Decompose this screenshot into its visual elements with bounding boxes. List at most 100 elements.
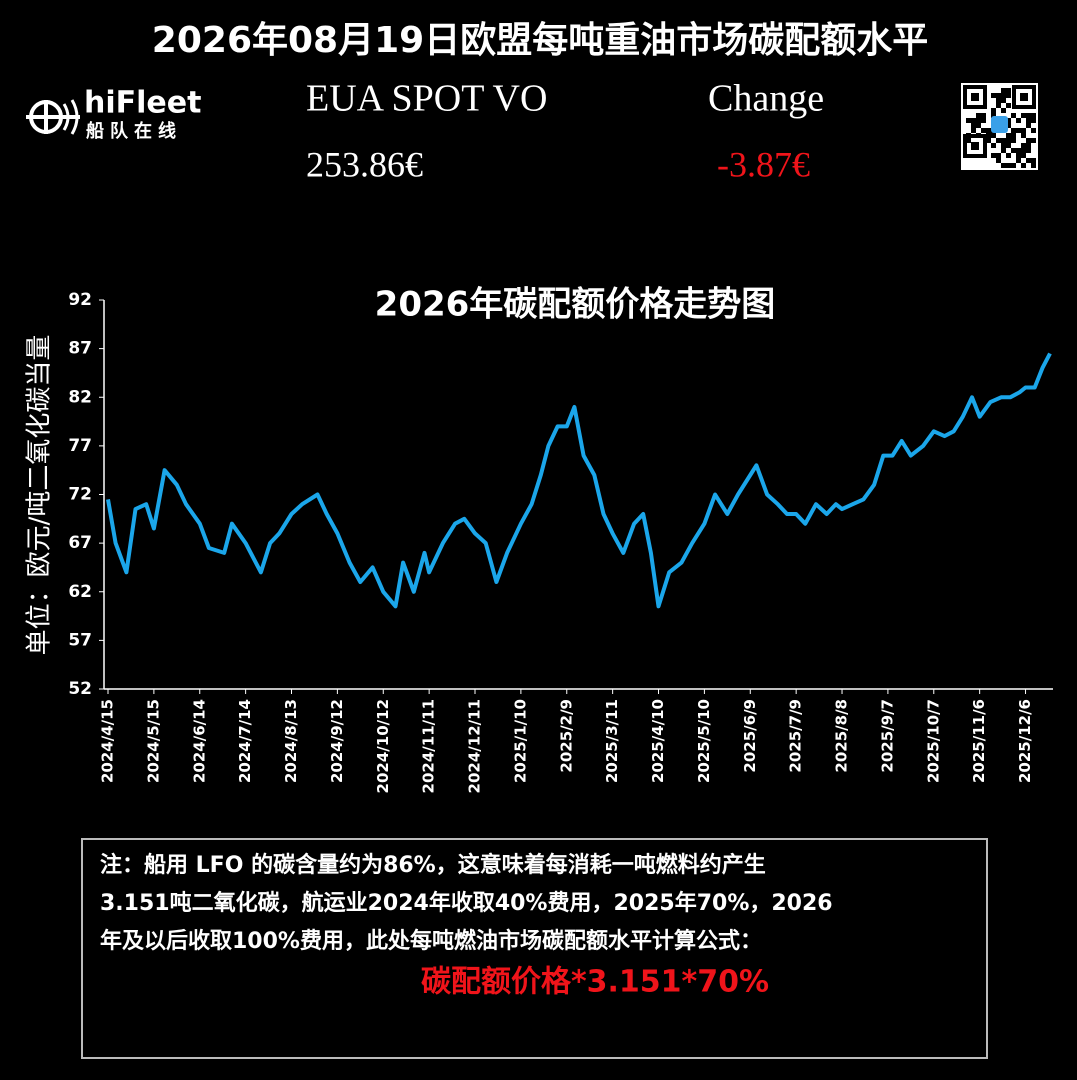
qr-cell: [996, 103, 1001, 108]
qr-cell: [1031, 158, 1036, 163]
qr-cell: [1021, 148, 1026, 153]
qr-cell: [1001, 98, 1006, 103]
qr-cell: [1006, 133, 1011, 138]
note-line: 注：船用 LFO 的碳含量约为86%，这意味着每消耗一吨燃料约产生: [100, 852, 766, 878]
y-tick-label: 92: [68, 290, 92, 310]
x-tick-label: 2024/4/15: [99, 699, 117, 783]
qr-cell: [996, 158, 1001, 163]
qr-cell: [1011, 138, 1016, 143]
qr-cell: [1031, 138, 1036, 143]
x-tick-label: 2025/5/10: [695, 699, 713, 783]
qr-cell: [996, 98, 1001, 103]
x-tick-label: 2025/3/11: [603, 699, 621, 783]
qr-cell: [996, 153, 1001, 158]
qr-cell: [1011, 148, 1016, 153]
qr-cell: [1016, 118, 1021, 123]
qr-cell: [1001, 143, 1006, 148]
qr-cell: [1006, 138, 1011, 143]
qr-cell: [1016, 153, 1021, 158]
y-tick-label: 72: [68, 485, 92, 505]
qr-finder: [963, 85, 987, 109]
qr-cell: [991, 113, 996, 118]
note-box: [81, 838, 988, 1059]
qr-cell: [1016, 158, 1021, 163]
qr-code: [961, 83, 1038, 170]
qr-cell: [991, 153, 996, 158]
chart-title: 2026年碳配额价格走势图: [375, 285, 776, 325]
y-tick-label: 87: [68, 339, 92, 359]
qr-cell: [1006, 118, 1011, 123]
x-tick-label: 2024/12/11: [466, 699, 484, 793]
x-tick-label: 2025/6/9: [741, 699, 759, 773]
qr-cell: [1026, 158, 1031, 163]
qr-cell: [1026, 123, 1031, 128]
x-tick-label: 2025/10/7: [924, 699, 942, 783]
qr-cell: [971, 118, 976, 123]
qr-cell: [1031, 118, 1036, 123]
qr-cell: [976, 123, 981, 128]
qr-finder: [971, 142, 979, 150]
qr-cell: [1031, 128, 1036, 133]
x-tick-label: 2025/2/9: [557, 699, 575, 773]
qr-cell: [1021, 163, 1026, 168]
qr-cell: [966, 138, 971, 143]
x-tick-label: 2025/11/6: [970, 699, 988, 783]
x-tick-label: 2025/8/8: [833, 699, 851, 773]
qr-cell: [976, 133, 981, 138]
qr-cell: [1016, 148, 1021, 153]
qr-cell: [1021, 153, 1026, 158]
qr-cell: [981, 128, 986, 133]
x-tick-label: 2024/7/14: [236, 699, 254, 783]
qr-cell: [971, 123, 976, 128]
qr-cell: [1001, 93, 1006, 98]
note-formula: 碳配额价格*3.151*70%: [421, 965, 769, 1000]
qr-cell: [991, 93, 996, 98]
qr-cell: [1026, 148, 1031, 153]
qr-finder: [963, 134, 987, 158]
qr-cell: [1006, 143, 1011, 148]
x-tick-label: 2024/8/13: [282, 699, 300, 783]
qr-cell: [1001, 148, 1006, 153]
x-tick-label: 2025/1/10: [511, 699, 529, 783]
x-tick-label: 2025/7/9: [787, 699, 805, 773]
change-label: Change: [708, 78, 824, 120]
qr-cell: [1026, 143, 1031, 148]
qr-cell: [991, 143, 996, 148]
x-tick-label: 2024/11/11: [420, 699, 438, 793]
x-tick-label: 2025/12/6: [1016, 699, 1034, 783]
note-line: 3.151吨二氧化碳，航运业2024年收取40%费用，2025年70%，2026: [100, 890, 833, 916]
spot-label: EUA SPOT VO: [306, 78, 547, 120]
qr-finder: [1012, 85, 1036, 109]
qr-cell: [1001, 88, 1006, 93]
qr-cell: [1011, 163, 1016, 168]
x-tick-label: 2024/6/14: [190, 699, 208, 783]
qr-cell: [981, 113, 986, 118]
qr-cell: [976, 113, 981, 118]
qr-cell: [966, 118, 971, 123]
qr-finder: [1020, 93, 1028, 101]
qr-cell: [1006, 103, 1011, 108]
y-tick-label: 82: [68, 387, 92, 407]
qr-cell: [1031, 113, 1036, 118]
qr-cell: [1001, 108, 1006, 113]
qr-cell: [1011, 113, 1016, 118]
qr-cell: [1006, 123, 1011, 128]
qr-cell: [1026, 113, 1031, 118]
y-tick-label: 77: [68, 436, 92, 456]
qr-cell: [971, 128, 976, 133]
qr-center: [991, 116, 1008, 133]
spot-value: 253.86€: [306, 144, 423, 184]
qr-cell: [1011, 128, 1016, 133]
qr-cell: [1006, 88, 1011, 93]
logo-sub: 船队在线: [86, 120, 182, 142]
y-tick-label: 52: [68, 679, 92, 699]
qr-cell: [981, 118, 986, 123]
y-tick-label: 62: [68, 582, 92, 602]
x-tick-label: 2025/4/10: [649, 699, 667, 783]
qr-cell: [1021, 113, 1026, 118]
qr-cell: [991, 108, 996, 113]
qr-cell: [1006, 153, 1011, 158]
x-tick-label: 2024/9/12: [328, 699, 346, 783]
qr-cell: [996, 138, 1001, 143]
